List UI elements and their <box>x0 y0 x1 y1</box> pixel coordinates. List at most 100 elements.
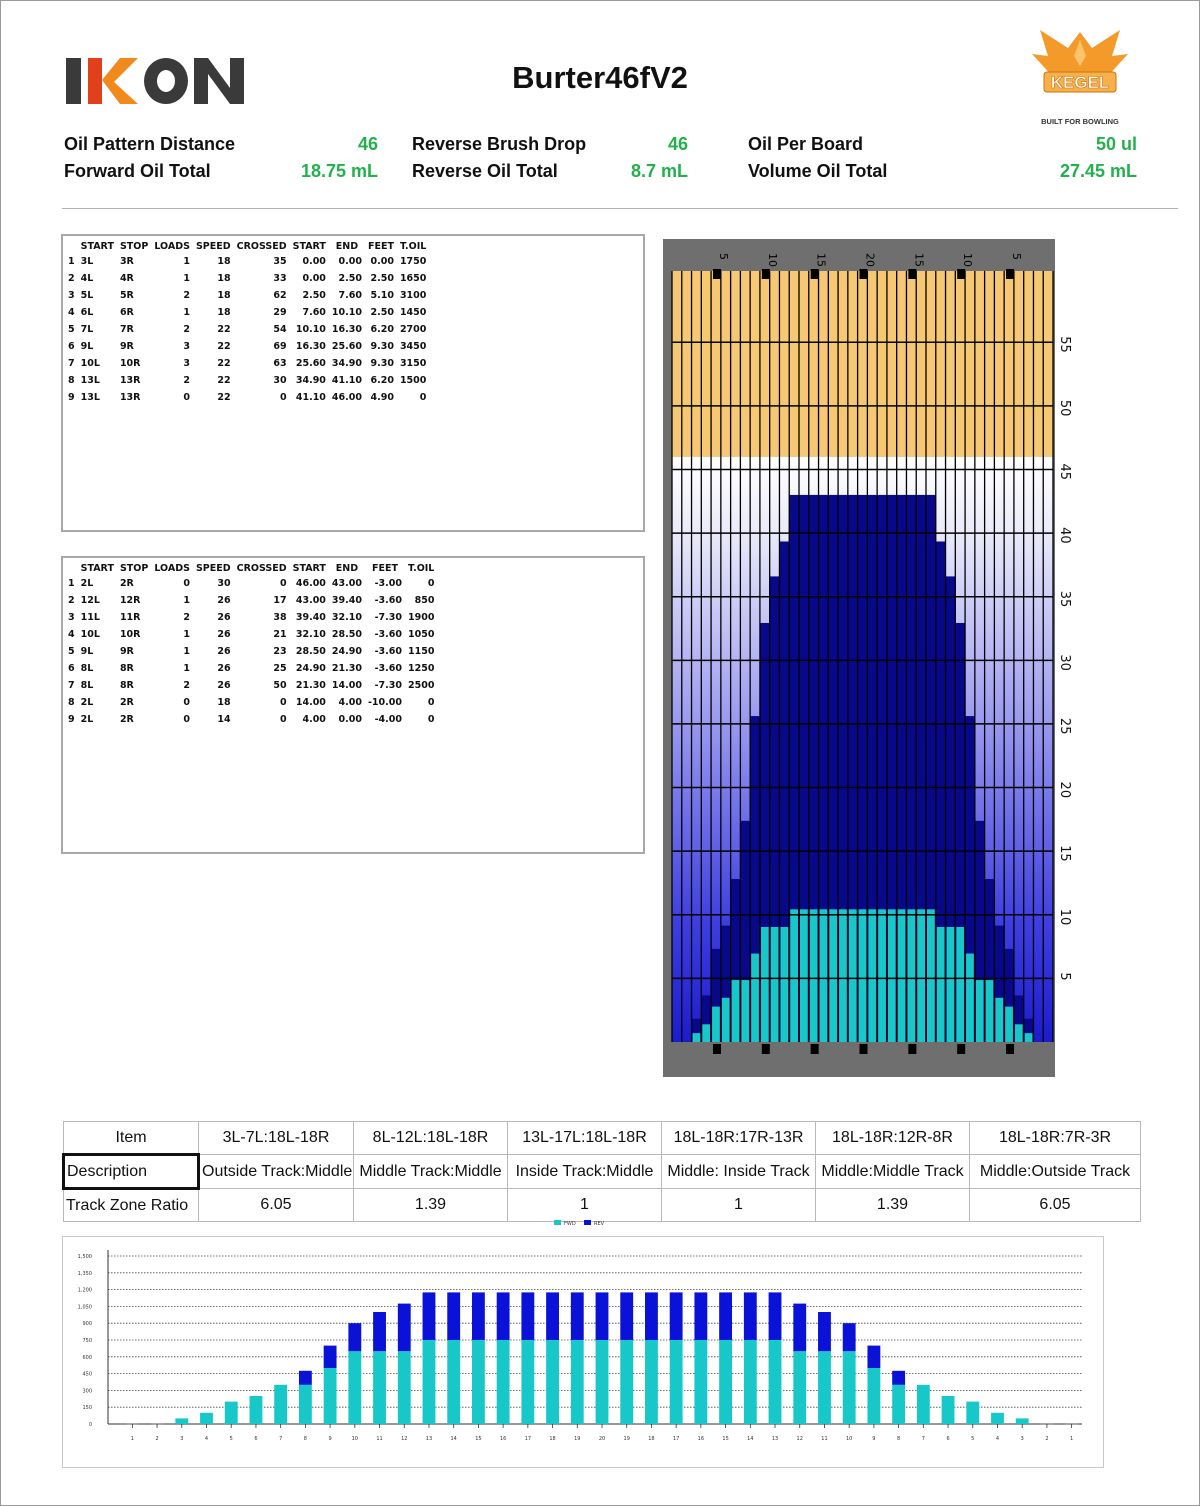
reverse-table-cell: 2 <box>68 595 75 606</box>
lane-dot-mark <box>957 1044 966 1054</box>
reverse-table-cell: 1 <box>68 578 75 589</box>
forward-table-header-cell: SPEED <box>195 240 231 252</box>
lane-board-oil <box>984 879 995 1042</box>
lane-board-oil <box>808 494 819 1042</box>
reverse-table-header-cell: SPEED <box>195 562 231 574</box>
chart-bar-rev <box>447 1292 461 1340</box>
chart-x-tick-label: 18 <box>648 1436 654 1442</box>
forward-table-cell: 41.10 <box>295 392 326 403</box>
reverse-table-cell: 0 <box>183 714 190 725</box>
ratio-cell: Middle:Outside Track <box>969 1154 1141 1189</box>
lane-board-oil <box>945 576 956 1042</box>
reverse-table-cell: 11R <box>119 612 141 623</box>
forward-table-cell: 3R <box>119 256 134 267</box>
forward-table-cell: 2 <box>183 375 190 386</box>
chart-bar-fwd <box>743 1340 757 1424</box>
reverse-table-cell: 43.00 <box>295 595 326 606</box>
lane-footer-strip <box>663 1042 1055 1077</box>
lane-distance-label: 10 <box>1057 909 1072 926</box>
reverse-table-cell: 2 <box>183 680 190 691</box>
forward-table-cell: 6.20 <box>370 324 394 335</box>
lane-board-teal <box>819 909 828 1042</box>
chart-bar-fwd <box>867 1368 881 1424</box>
lane-board-teal <box>966 953 974 1042</box>
forward-table-cell: 33 <box>273 273 287 284</box>
lane-distance-label: 25 <box>1057 718 1072 735</box>
chart-bar-rev <box>595 1292 609 1340</box>
ratio-cell: 1 <box>661 1188 816 1222</box>
kegel-logo-tagline: BUILT FOR BOWLING <box>1041 117 1119 126</box>
lane-board-oil <box>759 622 770 1042</box>
chart-bar-fwd <box>694 1340 708 1424</box>
forward-table-cell: 0.00 <box>338 256 362 267</box>
lane-board-label: 20 <box>864 253 877 267</box>
chart-bar-fwd <box>793 1351 807 1424</box>
forward-table-cell: 13L <box>80 392 100 403</box>
chart-bar-fwd <box>719 1340 733 1424</box>
lane-board-teal <box>887 909 896 1042</box>
reverse-table-cell: -3.60 <box>374 595 402 606</box>
chart-y-tick-label: 0 <box>89 1422 92 1428</box>
chart-bar-fwd <box>348 1351 362 1424</box>
reverse-table-header-cell: CROSSED <box>236 562 287 574</box>
lane-board-teal <box>780 926 789 1042</box>
reverse-table-cell: 26 <box>217 612 231 623</box>
ratio-cell: Middle Track:Middle <box>353 1154 508 1189</box>
reverse-table-cell: -3.00 <box>374 578 402 589</box>
chart-x-tick-label: 10 <box>846 1436 852 1442</box>
chart-bar-rev <box>323 1345 337 1368</box>
chart-legend-label-fwd: FWD <box>564 1221 576 1227</box>
forward-table-cell: 1450 <box>399 307 427 318</box>
lane-board-label: 15 <box>912 253 925 267</box>
chart-x-tick-label: 17 <box>673 1436 679 1442</box>
forward-table-header-cell: START <box>80 240 114 252</box>
forward-table-cell: 7.60 <box>302 307 326 318</box>
forward-table-cell: 2.50 <box>370 307 394 318</box>
reverse-table-header-cell: START <box>80 562 114 574</box>
forward-table-cell: 1650 <box>399 273 427 284</box>
reverse-pass-table: START STOP LOADS SPEED CROSSED START END FEET T.… <box>65 561 437 728</box>
chart-x-tick-label: 1 <box>1070 1436 1073 1442</box>
forward-table-cell: 41.10 <box>331 375 362 386</box>
lane-distance-label: 30 <box>1057 654 1072 671</box>
reverse-table-cell: 2 <box>183 612 190 623</box>
ratio-cell: 8L-12L:18L-18R <box>353 1121 508 1155</box>
reverse-table-cell: 50 <box>273 680 287 691</box>
forward-table-cell: 2.50 <box>370 273 394 284</box>
reverse-table-cell: 18 <box>217 697 231 708</box>
lane-board-oil <box>1013 995 1024 1042</box>
chart-bar-rev <box>298 1370 312 1385</box>
lane-distance-label: 15 <box>1057 845 1072 862</box>
forward-table-cell: 0.00 <box>302 273 326 284</box>
reverse-table-row: 4 10L 10R 1 26 21 32.10 28.50 -3.60 1050 <box>65 626 437 643</box>
lane-board-teal <box>790 909 798 1042</box>
chart-bar-fwd <box>768 1340 782 1424</box>
chart-legend-swatch-fwd <box>554 1220 561 1225</box>
reverse-table-cell: 8 <box>68 697 75 708</box>
reverse-table-cell: 0 <box>427 714 435 725</box>
reverse-table-cell: 0 <box>427 578 435 589</box>
forward-table-cell: 18 <box>217 256 231 267</box>
forward-table-header-cell: T.OIL <box>400 240 427 252</box>
chart-bar-fwd <box>422 1340 436 1424</box>
chart-x-tick-label: 9 <box>872 1436 875 1442</box>
lane-board-oil <box>799 494 809 1042</box>
chart-x-tick-label: 2 <box>155 1436 158 1442</box>
lane-board-oil <box>828 494 839 1042</box>
reverse-table-cell: 28.50 <box>331 629 362 640</box>
reverse-table-cell: 1150 <box>407 646 435 657</box>
ratio-cell: 6.05 <box>969 1188 1141 1222</box>
pattern-title: Burter46fV2 <box>512 60 688 95</box>
lane-board-label: 10 <box>961 253 974 267</box>
forward-table-cell: 34.90 <box>295 375 326 386</box>
forward-table-cell: 13R <box>119 375 141 386</box>
lane-board-oil <box>779 541 790 1042</box>
lane-board-teal <box>721 997 730 1042</box>
chart-bar-fwd <box>274 1384 288 1424</box>
ratio-row-label[interactable]: Description <box>62 1153 200 1190</box>
chart-bar-rev <box>471 1292 485 1340</box>
ratio-row: Description Outside Track:Middle Middle Tr… <box>62 1153 1141 1190</box>
lane-board-teal <box>936 926 945 1042</box>
reverse-table-row: 8 2L 2R 0 18 0 14.00 4.00 -10.00 0 <box>65 694 437 711</box>
chart-bar-fwd <box>224 1401 238 1424</box>
